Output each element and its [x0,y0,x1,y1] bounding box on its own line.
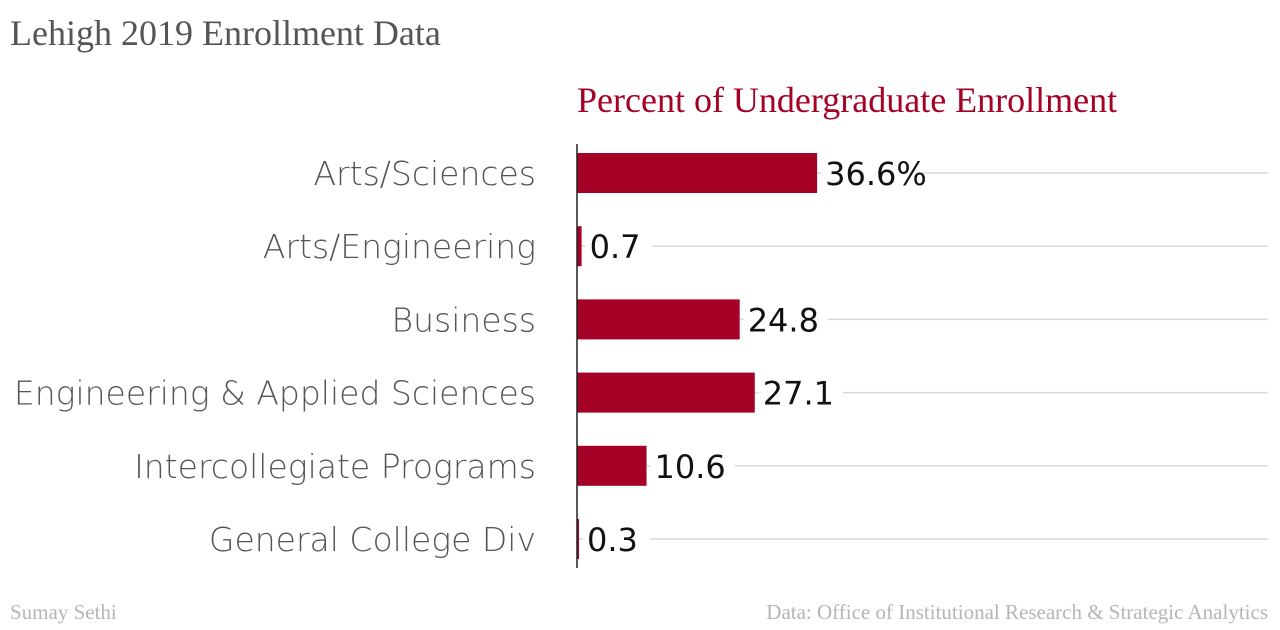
value-label: 36.6% [825,155,927,193]
value-label: 27.1 [763,375,834,413]
footer-source: Data: Office of Institutional Research &… [766,600,1268,624]
category-label: Intercollegiate Programs [134,447,536,486]
gridline-mask [821,170,923,176]
value-label: 0.3 [587,521,638,559]
footer-credit: Sumay Sethi [10,600,117,624]
chart-title: Percent of Undergraduate Enrollment [577,80,1117,120]
bar [577,372,755,413]
bar [577,226,582,267]
page-title: Lehigh 2019 Enrollment Data [10,13,441,53]
labels: Arts/Sciences 36.6% Arts/Engineering 0.7 Bus… [14,154,927,559]
gridlines [577,170,1268,542]
category-label: General College Div [209,520,536,559]
category-label: Engineering & Applied Sciences [14,374,536,413]
gridline-mask [583,536,650,542]
value-label: 24.8 [748,301,819,339]
value-label: 0.7 [590,228,641,266]
gridline-mask [585,243,653,250]
category-label: Business [392,300,537,339]
bars [577,153,818,559]
bar [577,519,579,559]
gridline-mask [650,462,735,469]
bar [577,153,818,193]
bar [577,445,647,486]
bar [577,299,740,340]
category-label: Arts/Sciences [313,154,536,193]
category-label: Arts/Engineering [263,227,536,266]
gridline-mask [758,389,843,396]
value-label: 10.6 [655,448,726,486]
gridline-mask [743,316,828,323]
